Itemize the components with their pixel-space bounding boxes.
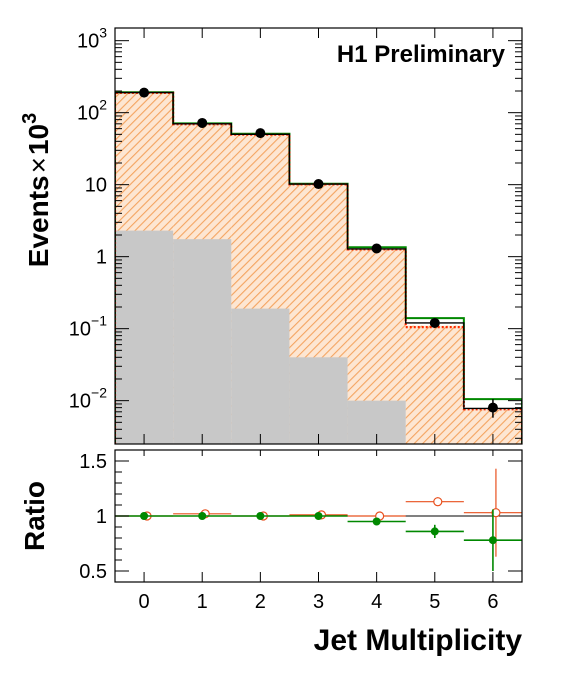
ratio-orange-point <box>491 508 501 518</box>
x-tick-label: 3 <box>313 591 324 613</box>
ratio-y-tick-label: 1.5 <box>79 451 107 473</box>
main-y-tick-label: 1 <box>96 247 107 269</box>
grey-bar <box>289 357 348 444</box>
data-point <box>197 117 208 128</box>
x-tick-label: 1 <box>197 591 208 613</box>
main-plot-area <box>115 87 522 444</box>
ratio-green-point <box>256 512 265 520</box>
main-y-tick-label: 103 <box>77 25 107 53</box>
data-point <box>139 87 150 98</box>
main-y-tick-label: 102 <box>77 97 107 125</box>
ratio-green-point <box>430 527 439 536</box>
ratio-y-tick-label: 1 <box>96 506 107 528</box>
ratio-orange-point <box>433 497 443 507</box>
main-y-tick-label: 10−2 <box>69 385 107 413</box>
data-point <box>429 317 440 328</box>
x-tick-label: 2 <box>255 591 266 613</box>
data-point <box>313 179 324 190</box>
ratio-green-point <box>488 536 497 545</box>
data-point <box>487 402 498 413</box>
ratio-green-point <box>140 512 149 520</box>
x-tick-label: 6 <box>487 591 498 613</box>
grey-bar <box>115 230 174 444</box>
h1-preliminary-label: H1 Preliminary <box>337 41 506 68</box>
ratio-ylabel: Ratio <box>19 481 50 551</box>
main-y-tick-label: 10−1 <box>69 313 107 341</box>
ratio-plot-area <box>115 468 522 571</box>
ylabel-events: Events <box>23 175 54 267</box>
data-point <box>255 128 266 139</box>
ratio-y-tick-label: 0.5 <box>79 561 107 583</box>
ylabel-times: × <box>23 157 54 173</box>
main-ticks: 10−2 10−1 1 10 102 103 <box>69 25 522 444</box>
main-y-tick-label: 10 <box>85 175 107 197</box>
ylabel-ten: 10 <box>23 124 54 155</box>
ylabel-exp: 3 <box>19 113 41 124</box>
x-tick-label: 4 <box>371 591 382 613</box>
x-tick-label: 0 <box>139 591 150 613</box>
grey-bar <box>173 239 232 444</box>
data-point <box>371 243 382 254</box>
ratio-panel: 0.5 1 1.5 0 1 2 3 4 5 6 Ratio Jet Multiplicity <box>19 449 523 657</box>
ratio-green-point <box>372 517 381 526</box>
hatched-bar <box>405 325 464 444</box>
main-ylabel-group: Events × 103 <box>19 113 54 267</box>
ratio-green-point <box>198 512 207 520</box>
ratio-green-point <box>314 512 323 520</box>
main-ylabel: Events × 103 <box>19 113 54 267</box>
ratio-ticks: 0.5 1 1.5 0 1 2 3 4 5 6 <box>79 450 522 613</box>
x-axis-title: Jet Multiplicity <box>314 624 523 657</box>
grey-bar <box>231 308 290 444</box>
x-tick-label: 5 <box>429 591 440 613</box>
